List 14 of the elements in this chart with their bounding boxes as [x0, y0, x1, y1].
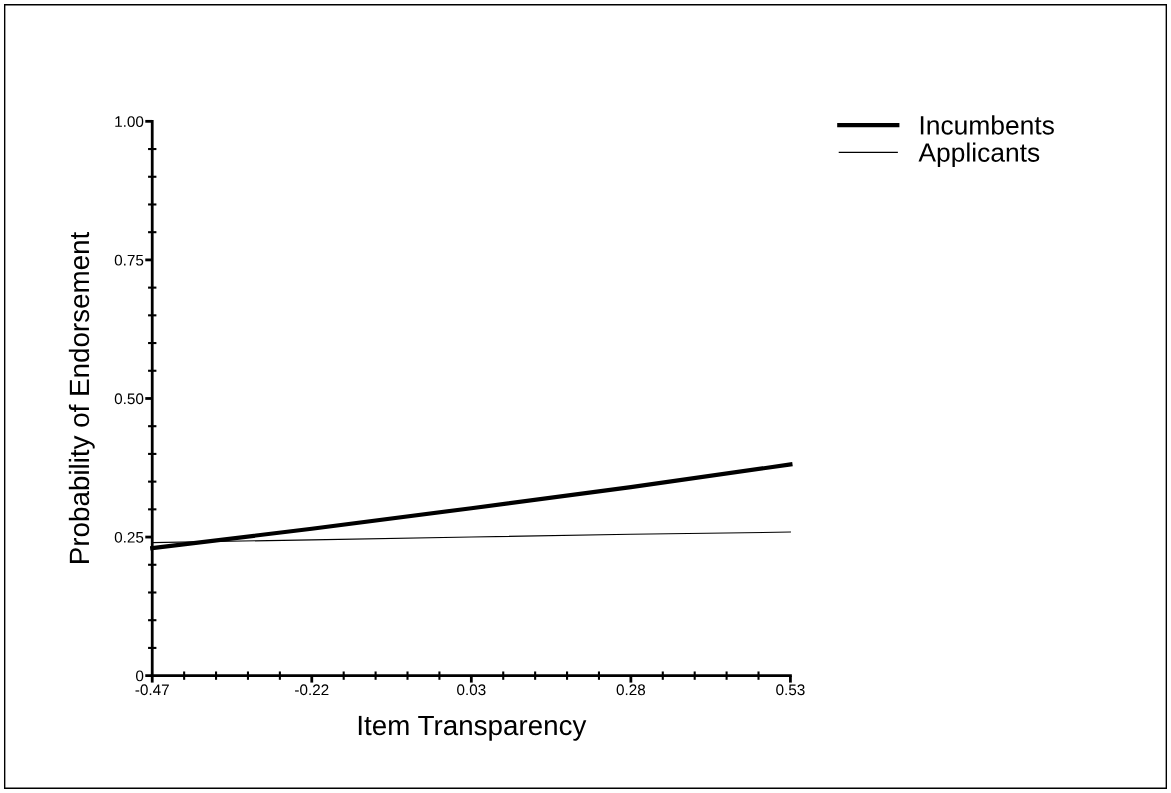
x-tick-label: 0.03: [457, 684, 486, 696]
x-tick-label: -0.47: [135, 684, 169, 696]
y-tick-label: 0.50: [114, 393, 144, 405]
y-axis-title: Probability of Endorsement: [68, 231, 95, 563]
x-tick-label: -0.22: [295, 684, 329, 696]
x-tick-label: 0.53: [776, 684, 805, 696]
y-tick-label: 0: [136, 670, 144, 682]
y-tick-label: 0.25: [114, 531, 144, 543]
y-tick-label: 0.75: [114, 254, 144, 266]
x-axis-title: Item Transparency: [358, 715, 587, 741]
legend-label: Incumbents: [920, 115, 1054, 135]
y-tick-label: 1.00: [115, 116, 144, 128]
x-tick-label: 0.28: [616, 684, 646, 696]
legend-label: Applicants: [918, 142, 1040, 168]
